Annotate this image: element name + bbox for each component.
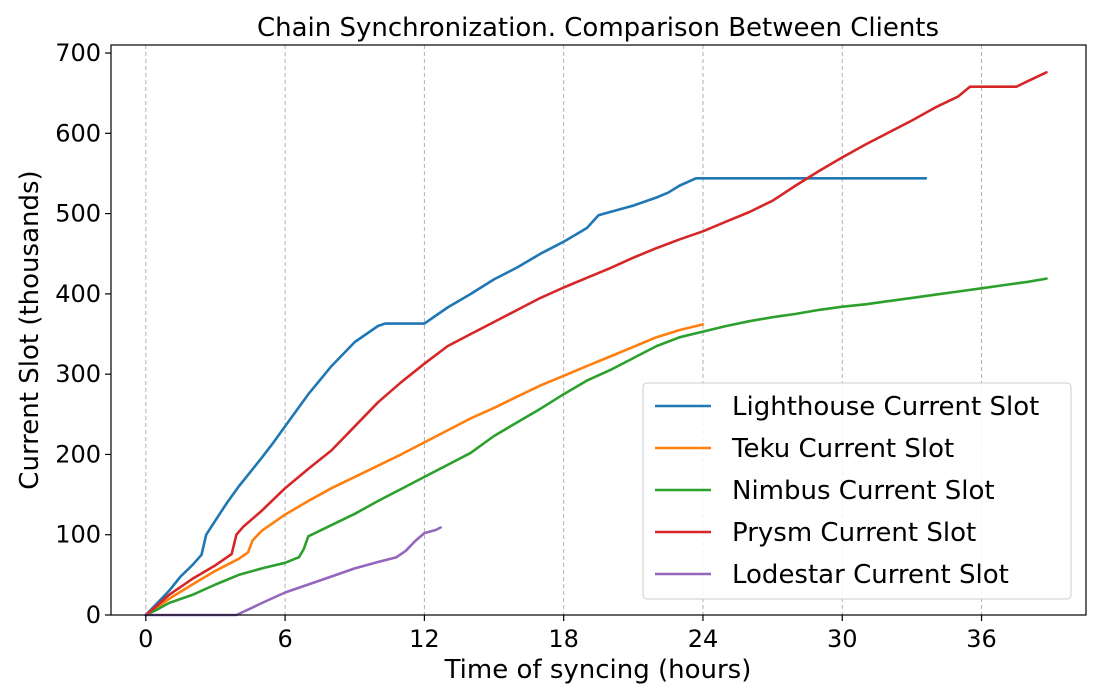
- legend-box: [642, 382, 1072, 600]
- x-tick-label-5: 30: [827, 625, 858, 653]
- legend-label-2: Nimbus Current Slot: [732, 476, 995, 506]
- y-tick-label-5: 500: [55, 200, 101, 228]
- x-tick-label-4: 24: [688, 625, 719, 653]
- legend-label-0: Lighthouse Current Slot: [732, 392, 1039, 422]
- series-line-2: [144, 277, 1048, 617]
- series-line-1: [144, 323, 705, 617]
- y-axis-title: Current Slot (thousands): [15, 170, 45, 489]
- y-axis: 0 100 200 300 400 500 600 700: [55, 39, 111, 629]
- x-axis: 0 6 12 18 24 30 36: [138, 615, 997, 653]
- plot-frame: [110, 44, 1087, 616]
- y-tick-label-0: 0: [86, 601, 101, 629]
- legend-label-3: Prysm Current Slot: [732, 518, 976, 548]
- x-tick-label-2: 12: [409, 625, 440, 653]
- legend: Lighthouse Current Slot Teku Current Slot…: [642, 382, 1072, 600]
- chart-title: Chain Synchronization. Comparison Betwee…: [257, 13, 939, 43]
- series-layer: [144, 71, 1048, 617]
- y-tick-label-3: 300: [55, 360, 101, 388]
- x-tick-label-3: 18: [548, 625, 579, 653]
- y-tick-label-7: 700: [55, 39, 101, 67]
- series-line-0: [144, 177, 928, 617]
- series-line-3: [144, 71, 1048, 617]
- x-tick-label-6: 36: [966, 625, 997, 653]
- y-tick-label-4: 400: [55, 280, 101, 308]
- x-axis-title: Time of syncing (hours): [444, 655, 752, 685]
- y-tick-label-1: 100: [55, 521, 101, 549]
- x-tick-label-1: 6: [277, 625, 292, 653]
- y-tick-label-6: 600: [55, 119, 101, 147]
- grid-lines: [145, 45, 983, 615]
- legend-label-1: Teku Current Slot: [731, 434, 954, 464]
- y-tick-label-2: 200: [55, 440, 101, 468]
- legend-label-4: Lodestar Current Slot: [732, 560, 1009, 590]
- series-line-4: [144, 526, 442, 617]
- x-tick-label-0: 0: [138, 625, 153, 653]
